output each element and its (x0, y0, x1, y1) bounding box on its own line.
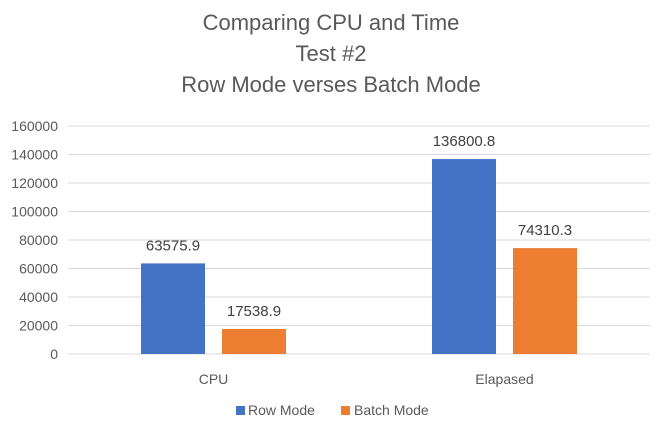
y-tick-label: 100000 (11, 204, 58, 220)
legend-label-batch-mode: Batch Mode (354, 402, 429, 418)
data-label: 136800.8 (433, 133, 496, 150)
data-labels: 63575.9 17538.9 136800.8 74310.3 (146, 133, 572, 320)
x-tick-label: Elapased (475, 371, 533, 387)
chart-title-line-1: Comparing CPU and Time (203, 10, 460, 35)
legend: Row Mode Batch Mode (236, 402, 429, 418)
data-label: 63575.9 (146, 237, 200, 254)
data-label: 74310.3 (518, 222, 572, 239)
y-tick-label: 80000 (19, 232, 58, 248)
y-tick-label: 140000 (11, 147, 58, 163)
y-tick-label: 60000 (19, 261, 58, 277)
legend-label-row-mode: Row Mode (248, 402, 315, 418)
bar-row-mode (141, 263, 205, 354)
y-tick-label: 20000 (19, 318, 58, 334)
bar-row-mode (432, 159, 496, 354)
chart-title-line-2: Test #2 (296, 41, 367, 66)
y-axis: 0 20000 40000 60000 80000 100000 120000 140000 1… (11, 118, 58, 362)
data-label: 17538.9 (227, 303, 281, 320)
y-tick-label: 120000 (11, 175, 58, 191)
y-tick-label: 0 (50, 346, 58, 362)
x-tick-label: CPU (199, 371, 229, 387)
y-tick-label: 40000 (19, 289, 58, 305)
bars (141, 159, 577, 354)
x-axis: CPU Elapased (199, 371, 534, 387)
legend-swatch-batch-mode (341, 406, 350, 415)
y-tick-label: 160000 (11, 118, 58, 134)
legend-swatch-row-mode (236, 406, 245, 415)
bar-batch-mode (513, 248, 577, 354)
bar-batch-mode (222, 329, 286, 354)
chart-title-line-3: Row Mode verses Batch Mode (181, 72, 481, 97)
